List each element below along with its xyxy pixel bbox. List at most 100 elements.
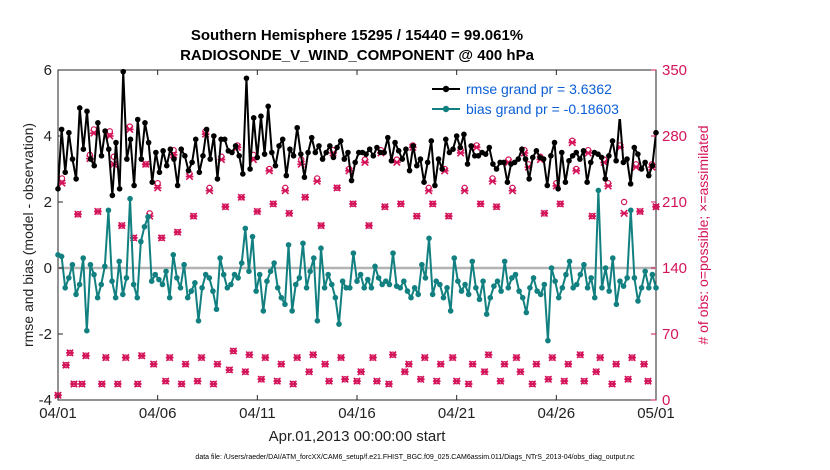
obs-possible-marker [624,376,632,383]
bias-point [530,275,537,281]
bias-point [624,275,630,281]
obs-possible-marker [541,210,548,217]
obs-possible-marker [604,179,612,187]
bias-point [332,294,339,301]
rmse-point [236,153,243,159]
bias-point [346,285,353,291]
bias-point [573,281,580,288]
bias-point [447,308,454,314]
rmse-point [381,149,387,156]
bias-point [177,285,184,291]
bias-point [174,275,180,281]
obs-possible-marker [517,368,524,375]
obs-possible-marker [357,368,365,375]
rmse-point [529,154,536,161]
obs-possible-marker [628,354,636,361]
rmse-point [642,159,648,166]
rmse-point [127,136,134,143]
bias-point [91,271,97,278]
obs-possible-marker [577,351,584,358]
bias-point [120,291,126,298]
rmse-point [457,144,464,151]
obs-possible-marker [353,377,361,385]
rmse-point [279,136,286,143]
rmse-point [374,144,380,151]
obs-possible-marker [349,200,357,208]
bias-point [336,321,342,327]
bias-point [260,308,267,314]
rmse-point [98,153,105,159]
obs-possible-marker [142,161,149,168]
rmse-point [345,149,351,156]
bias-point [62,285,69,291]
rmse-point [584,179,590,185]
bias-point [181,261,187,268]
rmse-point [464,161,471,167]
legend-rmse-marker [442,85,450,93]
bias-point [184,294,191,301]
bias-point [170,252,177,258]
rmse-point [580,148,587,154]
obs-possible-marker [636,208,644,215]
obs-possible-marker [210,380,217,388]
obs-possible-marker [238,194,245,201]
rmse-point [334,144,340,151]
bias-point [372,263,378,270]
rmse-point [562,179,569,185]
rmse-point [145,139,152,146]
bias-point [156,276,162,283]
bias-point [404,288,411,294]
rmse-point [211,133,217,139]
obs-possible-marker [433,377,440,385]
rmse-point [442,136,449,143]
rmse-point [189,159,195,166]
obs-possible-marker [78,380,86,388]
bias-point [310,255,317,261]
bias-point [609,255,616,261]
rmse-point [450,146,456,152]
bias-point [469,258,476,265]
bias-point [271,260,277,266]
y-tick-label-left: 2 [44,194,52,211]
bias-point [401,278,407,285]
rmse-point [203,126,210,133]
bias-point [210,288,216,294]
rmse-point [305,149,311,156]
obs-possible-marker [505,156,512,163]
rmse-point [116,186,123,192]
obs-possible-marker [612,360,620,368]
rmse-point [102,128,108,134]
obs-possible-marker [206,184,213,192]
rmse-point [348,177,355,184]
obs-possible-marker [497,377,504,385]
rmse-point [95,120,101,126]
bias-point [296,275,303,281]
obs-possible-marker [278,360,285,368]
obs-possible-marker [98,380,106,388]
rmse-point [290,153,297,159]
obs-possible-marker [493,203,500,210]
rmse-point [294,124,301,131]
bias-point [566,258,573,265]
obs-possible-marker [501,360,508,368]
bias-point [141,223,148,230]
rmse-point [221,136,228,143]
bias-point [213,306,220,313]
footer-note: data file: /Users/raeder/DAI/ATM_forcXX/… [195,454,635,461]
bias-point [368,285,375,291]
bias-point [195,318,202,324]
obs-possible-marker [608,380,616,388]
rmse-point [319,156,326,162]
x-tick-label: 04/06 [139,405,177,422]
bias-point [94,294,101,301]
rmse-point [134,116,141,123]
bias-point [545,337,551,344]
y-tick-label-left: 4 [44,128,52,145]
obs-possible-marker [469,360,476,368]
bias-point [285,242,292,248]
rmse-point [653,129,659,136]
obs-possible-marker [74,211,82,218]
obs-possible-marker [94,208,102,215]
obs-assimilated-marker [105,132,114,140]
